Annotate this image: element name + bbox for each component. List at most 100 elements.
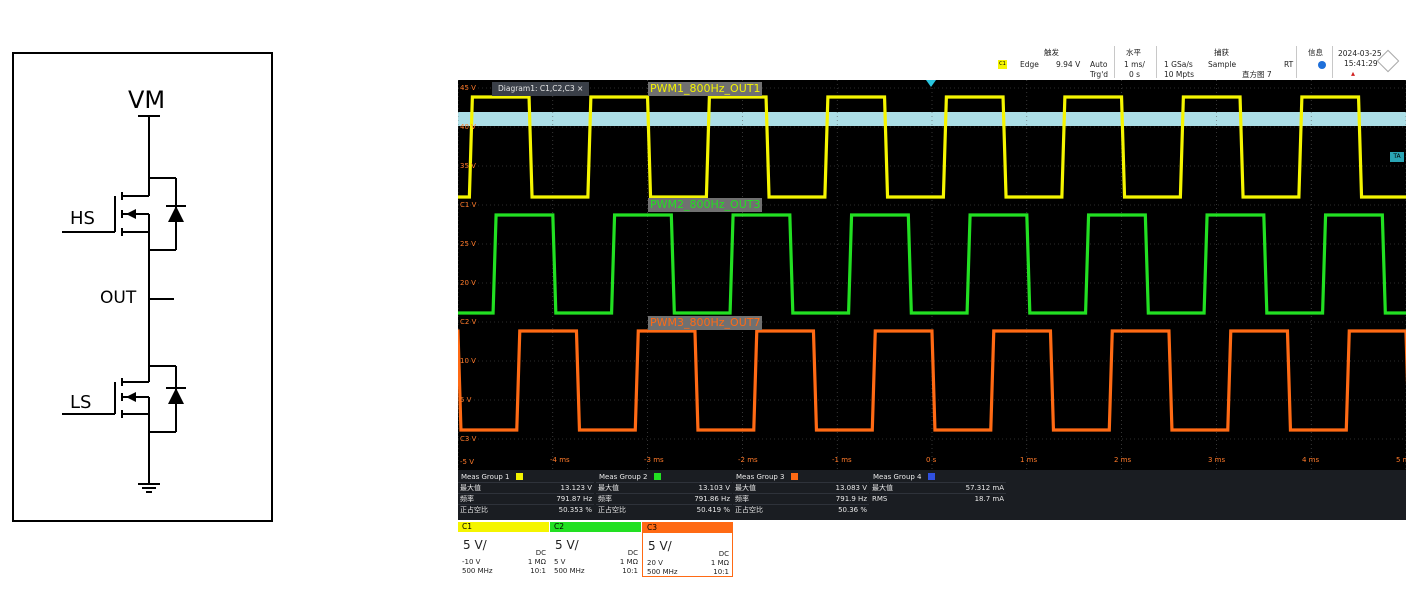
y-tick-label: 45 V (460, 84, 476, 92)
channel-impedance: 1 MΩ (527, 558, 546, 566)
ls-body-arrow-icon (126, 392, 136, 402)
meas-name: 最大值 (872, 484, 893, 492)
meas-value: 18.7 mA (974, 495, 1004, 503)
channel-color-icon (654, 473, 661, 480)
meas-value: 791.86 Hz (694, 495, 730, 503)
meas-name: 最大值 (460, 484, 481, 492)
meas-group-title: Meas Group 4 (873, 473, 922, 481)
x-tick-label: -3 ms (644, 456, 664, 464)
channel-offset: 5 V (554, 558, 566, 566)
time-offset[interactable]: 0 s (1129, 70, 1141, 79)
trigger-type[interactable]: Edge (1020, 60, 1039, 69)
trigger-position-icon (926, 80, 936, 87)
x-tick-label: 3 ms (1208, 456, 1226, 464)
meas-value: 13.103 V (698, 484, 730, 492)
meas-name: 正占空比 (460, 506, 488, 514)
trigger-level[interactable]: 9.94 V (1056, 60, 1081, 69)
trigger-mode[interactable]: Auto (1090, 60, 1108, 69)
hs-diode-icon (168, 206, 184, 222)
channel-coupling: DC (718, 550, 729, 558)
y-tick-label: C1 V (460, 201, 477, 209)
x-tick-label: 0 s (926, 456, 937, 464)
channel-color-icon (516, 473, 523, 480)
wave-label-c1: PWM1_800Hz_OUT1 (648, 82, 763, 96)
meas-group-title: Meas Group 2 (599, 473, 648, 481)
sample-rate[interactable]: 1 GSa/s (1164, 60, 1193, 69)
channel-scale: 5 V/ (648, 539, 672, 553)
meas-value: 50.419 % (696, 506, 730, 514)
trigger-title: 触发 (1044, 48, 1059, 57)
y-tick-label: 5 V (460, 396, 472, 404)
meas-group[interactable]: Meas Group 3 最大值 13.083 V 频率 791.9 Hz 正占空比 50.… (733, 470, 1007, 520)
x-tick-label: -4 ms (550, 456, 570, 464)
trigger-source-badge[interactable]: C1 (998, 60, 1007, 69)
time: 15:41:29 (1344, 59, 1378, 68)
x-tick-label: 1 ms (1020, 456, 1038, 464)
diagram-tab[interactable]: Diagram1: C1,C2,C3 × (492, 82, 590, 96)
y-tick-label: 35 V (460, 162, 476, 170)
meas-value: 57.312 mA (965, 484, 1004, 492)
meas-row: 正占空比 50.36 % (733, 504, 869, 515)
meas-value: 50.36 % (838, 506, 867, 514)
divider (1156, 46, 1157, 78)
channel-coupling: DC (535, 549, 546, 557)
wave-label-c2: PWM2_800Hz_OUT3 (648, 198, 763, 212)
y-tick-label: 20 V (460, 279, 476, 287)
meas-row: 最大值 13.083 V (733, 482, 869, 493)
meas-row: 正占空比 50.419 % (596, 504, 732, 515)
schematic-diagram (62, 115, 186, 493)
waveform-area[interactable]: Diagram1: C1,C2,C3 × PWM1_800Hz_OUT1 PWM… (458, 80, 1406, 470)
ls-label: LS (70, 392, 92, 413)
meas-row: 频率 791.86 Hz (596, 493, 732, 504)
meas-name: 最大值 (598, 484, 619, 492)
meas-group-title: Meas Group 1 (461, 473, 510, 481)
probe-ratio: 10:1 (622, 567, 638, 575)
ls-diode-icon (168, 388, 184, 404)
channel-card-c3[interactable]: C3 5 V/DC 20 V 1 MΩ 500 MHz 10:1 (642, 522, 733, 577)
meas-value: 13.083 V (835, 484, 867, 492)
meas-row: 最大值 57.312 mA (870, 482, 1006, 493)
channel-coupling: DC (627, 549, 638, 557)
hs-label: HS (70, 208, 95, 229)
channel-offset: -10 V (462, 558, 481, 566)
x-tick-label: 2 ms (1114, 456, 1132, 464)
meas-row: 正占空比 50.353 % (458, 504, 594, 515)
acquire-mode[interactable]: Sample (1208, 60, 1237, 69)
channel-offset: 20 V (647, 559, 663, 567)
probe-ratio: 10:1 (530, 567, 546, 575)
meas-row: 最大值 13.123 V (458, 482, 594, 493)
channel-name: C3 (643, 523, 732, 533)
channel-card-c1[interactable]: C1 5 V/DC -10 V 1 MΩ 500 MHz 10:1 (458, 522, 549, 577)
horizontal-title: 水平 (1126, 48, 1141, 57)
waveform-c2 (458, 213, 1406, 315)
rt-label: RT (1284, 60, 1294, 69)
info-icon[interactable] (1318, 61, 1326, 69)
hs-body-arrow-icon (126, 209, 136, 219)
channel-color-icon (791, 473, 798, 480)
channel-card-c2[interactable]: C2 5 V/DC 5 V 1 MΩ 500 MHz 10:1 (550, 522, 641, 577)
time-scale[interactable]: 1 ms/ (1124, 60, 1145, 69)
status-bar: C1 触发 Edge 9.94 V Auto Trg'd 水平 1 ms/ 0 … (458, 44, 1406, 80)
y-tick-label: -5 V (460, 458, 474, 466)
divider (1332, 46, 1333, 78)
y-tick-label: 25 V (460, 240, 476, 248)
y-tick-label: C3 V (460, 435, 477, 443)
meas-row: 频率 791.87 Hz (458, 493, 594, 504)
channel-bandwidth: 500 MHz (554, 567, 585, 575)
record-length[interactable]: 10 Mpts (1164, 70, 1195, 79)
network-icon: ▴ (1351, 69, 1356, 78)
x-tick-label: 5 ms (1396, 456, 1406, 464)
meas-group[interactable]: Meas Group 4 最大值 57.312 mA RMS 18.7 mA (870, 470, 1144, 520)
meas-group[interactable]: Meas Group 2 最大值 13.103 V 频率 791.86 Hz 正占空比 50… (596, 470, 870, 520)
meas-value: 791.87 Hz (556, 495, 592, 503)
wave-label-c3: PWM3_800Hz_OUT7 (648, 316, 763, 330)
trigger-level-marker[interactable]: TA (1390, 152, 1404, 162)
channel-bandwidth: 500 MHz (647, 568, 678, 576)
meas-name: 最大值 (735, 484, 756, 492)
display-mode[interactable]: 直方图 7 (1242, 70, 1272, 79)
vm-label: VM (128, 86, 166, 114)
divider (1296, 46, 1297, 78)
channel-name: C2 (550, 522, 641, 532)
meas-group[interactable]: Meas Group 1 最大值 13.123 V 频率 791.87 Hz 正占空比 50… (458, 470, 732, 520)
meas-name: 频率 (735, 495, 749, 503)
